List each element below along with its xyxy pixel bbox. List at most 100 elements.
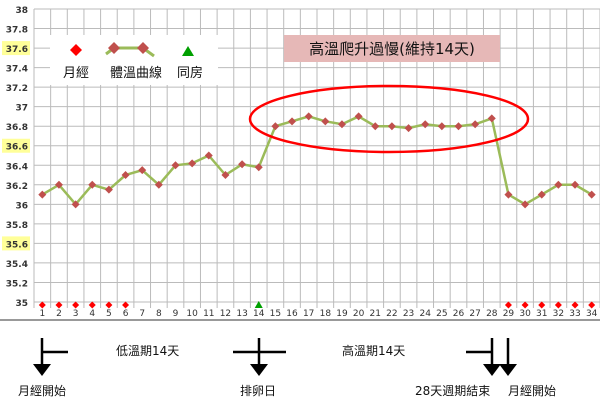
temperature-point xyxy=(404,124,413,133)
temperature-point xyxy=(171,161,180,170)
x-tick-label: 27 xyxy=(469,309,480,319)
y-tick-label: 38 xyxy=(15,6,28,16)
annotation-text: 高溫爬升過慢(維持14天) xyxy=(309,40,475,58)
x-tick-label: 16 xyxy=(286,309,298,319)
y-tick-label: 36.6 xyxy=(6,143,28,153)
x-tick-label: 6 xyxy=(123,309,129,319)
legend-label: 同房 xyxy=(177,65,203,81)
ytick-highlight xyxy=(2,41,30,56)
x-tick-label: 30 xyxy=(519,309,531,319)
temperature-point xyxy=(271,122,280,131)
cycle-end-label: 28天週期結束 xyxy=(415,384,491,398)
legend-label: 月經 xyxy=(63,66,89,81)
y-tick-label: 35.6 xyxy=(6,240,28,250)
menstruation-marker xyxy=(88,301,96,309)
legend-diamond-icon xyxy=(108,42,120,54)
period-start-label: 月經開始 xyxy=(18,384,67,398)
x-tick-label: 12 xyxy=(220,309,231,319)
temperature-point xyxy=(54,180,63,189)
y-tick-label: 35.2 xyxy=(6,279,28,289)
x-tick-label: 14 xyxy=(253,309,265,319)
x-tick-label: 4 xyxy=(89,309,95,319)
high-phase-label: 高溫期14天 xyxy=(342,344,406,358)
menstruation-marker xyxy=(554,301,562,309)
y-tick-label: 36.2 xyxy=(6,182,28,192)
temperature-point xyxy=(537,190,546,199)
x-tick-label: 8 xyxy=(156,309,162,319)
x-tick-label: 1 xyxy=(39,309,45,319)
temperature-point xyxy=(38,190,47,199)
menstruation-marker xyxy=(504,301,512,309)
temperature-point xyxy=(121,171,130,180)
x-tick-label: 23 xyxy=(403,309,414,319)
x-tick-label: 17 xyxy=(303,309,314,319)
temperature-point xyxy=(221,171,230,180)
x-tick-label: 3 xyxy=(73,309,79,319)
legend-menstruation-icon xyxy=(70,44,82,56)
temperature-point xyxy=(487,114,496,123)
legend-box xyxy=(50,35,218,85)
temperature-point xyxy=(104,185,113,194)
temperature-point xyxy=(571,180,580,189)
y-tick-label: 37 xyxy=(15,104,28,114)
y-tick-label: 37.6 xyxy=(6,45,28,55)
x-tick-label: 32 xyxy=(553,309,564,319)
x-tick-label: 9 xyxy=(173,309,179,319)
x-tick-label: 22 xyxy=(386,309,397,319)
y-tick-label: 37.8 xyxy=(6,26,28,36)
temperature-point xyxy=(337,120,346,129)
high-phase-ellipse xyxy=(248,84,530,154)
x-tick-label: 33 xyxy=(569,309,580,319)
x-tick-label: 18 xyxy=(320,309,332,319)
x-tick-label: 20 xyxy=(353,309,365,319)
temperature-point xyxy=(354,112,363,121)
x-tick-label: 21 xyxy=(370,309,381,319)
temperature-point xyxy=(371,122,380,131)
legend-line-icon xyxy=(105,46,155,58)
menstruation-marker xyxy=(122,301,130,309)
temperature-point xyxy=(454,122,463,131)
x-tick-label: 31 xyxy=(536,309,547,319)
temperature-point xyxy=(71,200,80,209)
menstruation-marker xyxy=(38,301,46,309)
x-tick-label: 11 xyxy=(203,309,214,319)
phase-arrows xyxy=(33,338,517,376)
temperature-point xyxy=(254,163,263,172)
y-tick-label: 36.8 xyxy=(6,123,28,133)
intercourse-marker xyxy=(254,301,263,308)
menstruation-marker xyxy=(571,301,579,309)
y-tick-label: 37.2 xyxy=(6,84,28,94)
ovulation-label: 排卵日 xyxy=(240,384,277,398)
y-tick-label: 36 xyxy=(15,201,28,211)
y-tick-label: 35.8 xyxy=(6,221,28,231)
x-tick-label: 19 xyxy=(336,309,348,319)
temperature-point xyxy=(188,159,197,168)
x-tick-label: 34 xyxy=(586,309,598,319)
x-tick-label: 13 xyxy=(236,309,247,319)
x-tick-label: 7 xyxy=(139,309,145,319)
temperature-point xyxy=(521,200,530,209)
next-period-label: 月經開始 xyxy=(508,384,557,398)
x-tick-label: 28 xyxy=(486,309,498,319)
bbt-chart: 3 5 35.2 35.4 35.6 35.8 36 36.2 36.4 36.6 36.8 37 37… xyxy=(0,6,600,321)
temperature-point xyxy=(138,166,147,175)
temperature-point xyxy=(504,190,513,199)
menstruation-marker xyxy=(55,301,63,309)
temperature-point xyxy=(238,160,247,169)
legend-label: 體溫曲線 xyxy=(110,65,162,81)
temperature-point xyxy=(288,117,297,126)
temperature-point xyxy=(437,122,446,131)
y-tick-label: 35.4 xyxy=(6,260,28,270)
legend-intercourse-icon xyxy=(182,46,194,56)
x-tick-label: 5 xyxy=(106,309,112,319)
x-tick-label: 15 xyxy=(270,309,281,319)
temperature-point xyxy=(88,180,97,189)
ytick-highlight xyxy=(2,236,30,251)
y-tick-label: 37.4 xyxy=(6,65,28,75)
low-phase-label: 低溫期14天 xyxy=(116,344,180,358)
y-tick-label: 36.4 xyxy=(6,162,28,172)
x-tick-label: 25 xyxy=(436,309,447,319)
x-tick-label: 24 xyxy=(419,309,431,319)
ytick-highlight xyxy=(2,138,30,153)
menstruation-marker xyxy=(105,301,113,309)
